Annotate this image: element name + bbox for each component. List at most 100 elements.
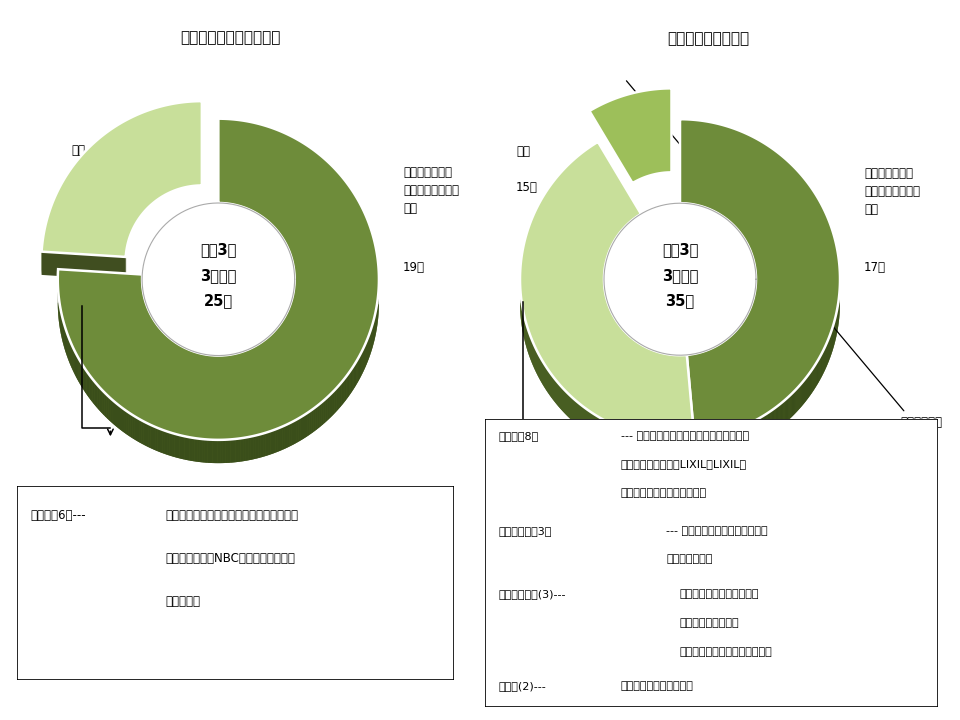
Polygon shape — [809, 373, 810, 397]
Polygon shape — [338, 384, 340, 410]
Polygon shape — [165, 431, 167, 455]
Polygon shape — [802, 382, 803, 406]
Polygon shape — [644, 435, 646, 459]
Polygon shape — [285, 424, 287, 449]
Polygon shape — [282, 426, 285, 450]
Polygon shape — [768, 412, 769, 436]
Polygon shape — [200, 438, 203, 462]
Polygon shape — [776, 407, 777, 431]
Polygon shape — [665, 438, 667, 462]
Polygon shape — [148, 424, 151, 448]
Polygon shape — [177, 434, 180, 459]
Polygon shape — [779, 405, 780, 428]
Polygon shape — [608, 422, 609, 446]
Polygon shape — [336, 386, 338, 411]
Polygon shape — [58, 302, 379, 463]
Polygon shape — [687, 439, 688, 462]
Polygon shape — [643, 435, 644, 459]
Polygon shape — [249, 348, 250, 372]
Polygon shape — [743, 426, 745, 449]
Polygon shape — [770, 410, 772, 434]
Polygon shape — [214, 356, 216, 379]
Polygon shape — [89, 375, 91, 400]
Polygon shape — [248, 349, 249, 373]
Polygon shape — [105, 392, 107, 418]
Polygon shape — [186, 348, 187, 372]
Text: ジンマー・バイオメット、: ジンマー・バイオメット、 — [680, 589, 759, 599]
Polygon shape — [769, 411, 770, 436]
Polygon shape — [84, 366, 85, 392]
Polygon shape — [600, 418, 601, 442]
Polygon shape — [110, 398, 112, 423]
Polygon shape — [737, 428, 738, 452]
Polygon shape — [280, 426, 282, 451]
Polygon shape — [756, 419, 757, 443]
Polygon shape — [137, 418, 139, 442]
Polygon shape — [348, 372, 349, 397]
Text: 17名: 17名 — [864, 261, 886, 274]
Polygon shape — [243, 351, 244, 374]
Polygon shape — [205, 354, 207, 378]
Text: 公務員(2)---: 公務員(2)--- — [498, 681, 546, 691]
Polygon shape — [144, 421, 146, 446]
Polygon shape — [329, 394, 331, 419]
Polygon shape — [650, 436, 651, 460]
Polygon shape — [701, 438, 703, 461]
Polygon shape — [210, 440, 212, 463]
Polygon shape — [794, 390, 795, 415]
Polygon shape — [305, 413, 307, 438]
Polygon shape — [626, 430, 628, 454]
Polygon shape — [236, 354, 237, 377]
Polygon shape — [259, 343, 260, 366]
Polygon shape — [203, 439, 204, 462]
Polygon shape — [704, 437, 706, 461]
Text: 就職: 就職 — [516, 145, 530, 158]
Polygon shape — [228, 439, 230, 463]
Polygon shape — [775, 408, 776, 431]
Polygon shape — [703, 437, 704, 461]
Polygon shape — [699, 438, 701, 462]
Polygon shape — [324, 399, 325, 424]
Polygon shape — [181, 346, 183, 370]
Polygon shape — [247, 350, 248, 374]
Polygon shape — [728, 431, 730, 455]
Polygon shape — [266, 432, 268, 456]
Polygon shape — [129, 413, 131, 437]
Polygon shape — [204, 354, 205, 378]
Polygon shape — [195, 352, 197, 376]
Polygon shape — [216, 356, 217, 379]
Polygon shape — [299, 417, 300, 442]
Polygon shape — [268, 431, 271, 455]
Polygon shape — [366, 341, 367, 366]
Polygon shape — [192, 438, 195, 462]
Polygon shape — [582, 406, 584, 430]
Polygon shape — [611, 423, 612, 447]
Polygon shape — [791, 394, 792, 418]
Polygon shape — [625, 429, 626, 453]
Polygon shape — [185, 348, 186, 372]
Polygon shape — [698, 438, 699, 462]
Polygon shape — [565, 390, 566, 415]
Polygon shape — [83, 364, 84, 390]
Polygon shape — [569, 395, 570, 419]
Polygon shape — [683, 439, 684, 462]
Polygon shape — [287, 423, 289, 448]
Polygon shape — [91, 377, 93, 402]
Polygon shape — [292, 421, 294, 446]
Polygon shape — [693, 438, 694, 462]
Polygon shape — [359, 355, 360, 380]
Polygon shape — [595, 415, 596, 438]
Polygon shape — [243, 438, 246, 462]
Polygon shape — [730, 431, 731, 454]
Polygon shape — [187, 349, 188, 373]
Polygon shape — [685, 439, 687, 462]
Polygon shape — [180, 346, 181, 369]
Polygon shape — [340, 382, 342, 408]
Polygon shape — [684, 439, 685, 462]
Polygon shape — [364, 346, 365, 372]
Polygon shape — [352, 366, 353, 391]
Polygon shape — [264, 340, 265, 364]
Text: 信州大学大学院
総合理工学研究科
進学: 信州大学大学院 総合理工学研究科 進学 — [864, 167, 920, 216]
Polygon shape — [584, 407, 585, 431]
Polygon shape — [676, 439, 677, 462]
